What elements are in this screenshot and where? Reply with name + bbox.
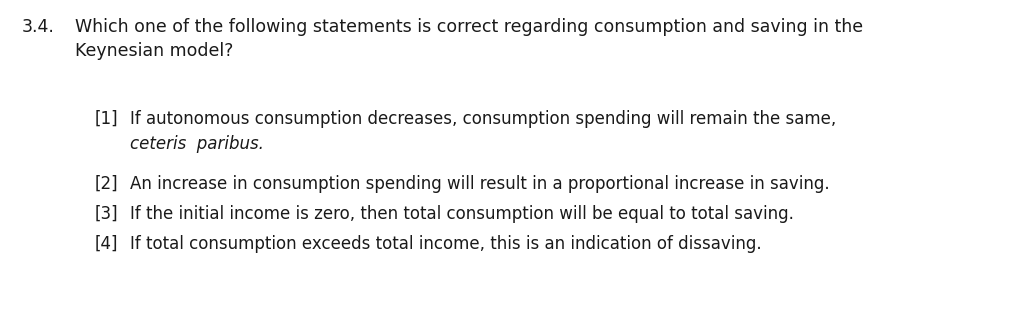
Text: [3]: [3] [95,205,119,223]
Text: An increase in consumption spending will result in a proportional increase in sa: An increase in consumption spending will… [130,175,829,193]
Text: If the initial income is zero, then total consumption will be equal to total sav: If the initial income is zero, then tota… [130,205,794,223]
Text: Keynesian model?: Keynesian model? [75,42,233,60]
Text: Which one of the following statements is correct regarding consumption and savin: Which one of the following statements is… [75,18,863,36]
Text: ceteris  paribus.: ceteris paribus. [130,135,264,153]
Text: [1]: [1] [95,110,119,128]
Text: If total consumption exceeds total income, this is an indication of dissaving.: If total consumption exceeds total incom… [130,235,762,253]
Text: 3.4.: 3.4. [22,18,55,36]
Text: [2]: [2] [95,175,119,193]
Text: If autonomous consumption decreases, consumption spending will remain the same,: If autonomous consumption decreases, con… [130,110,837,128]
Text: [4]: [4] [95,235,119,253]
